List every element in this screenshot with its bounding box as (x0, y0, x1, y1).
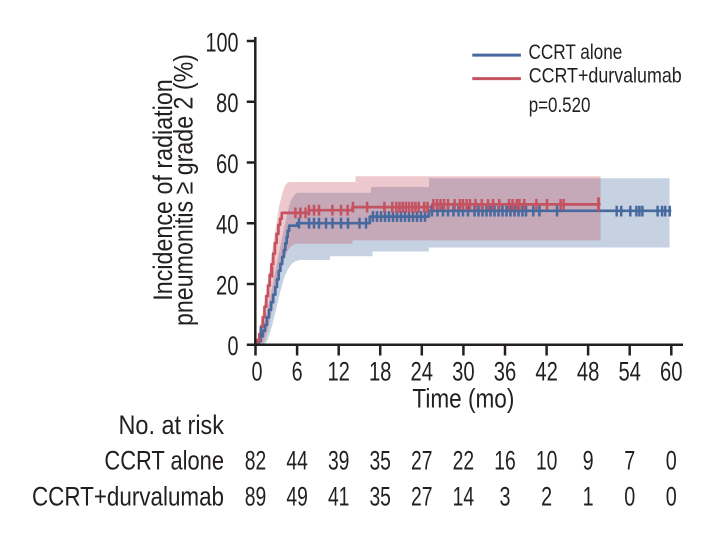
svg-text:82: 82 (245, 445, 267, 475)
svg-text:1: 1 (583, 482, 594, 512)
svg-text:44: 44 (286, 445, 308, 475)
svg-text:CCRT+durvalumab: CCRT+durvalumab (32, 482, 224, 512)
svg-text:Incidence of radiation: Incidence of radiation (148, 79, 178, 301)
svg-text:2: 2 (541, 482, 552, 512)
svg-text:40: 40 (216, 210, 239, 240)
svg-text:54: 54 (618, 356, 641, 386)
svg-text:0: 0 (228, 331, 239, 361)
svg-text:CCRT alone: CCRT alone (104, 445, 224, 475)
svg-text:Time (mo): Time (mo) (412, 384, 514, 414)
svg-text:10: 10 (536, 445, 558, 475)
svg-text:41: 41 (328, 482, 350, 512)
svg-text:100: 100 (206, 27, 239, 57)
svg-text:42: 42 (535, 356, 558, 386)
svg-text:3: 3 (500, 482, 511, 512)
svg-text:16: 16 (494, 445, 516, 475)
svg-text:14: 14 (453, 482, 475, 512)
svg-text:0: 0 (252, 356, 263, 386)
svg-text:6: 6 (292, 356, 303, 386)
svg-text:CCRT alone: CCRT alone (529, 41, 623, 64)
svg-text:24: 24 (411, 356, 434, 386)
svg-text:30: 30 (452, 356, 475, 386)
svg-text:49: 49 (286, 482, 308, 512)
svg-text:0: 0 (666, 445, 677, 475)
svg-text:35: 35 (369, 482, 391, 512)
svg-text:60: 60 (660, 356, 683, 386)
svg-text:80: 80 (216, 88, 239, 118)
svg-text:p=0.520: p=0.520 (529, 94, 591, 117)
svg-text:60: 60 (216, 149, 239, 179)
svg-text:35: 35 (369, 445, 391, 475)
svg-text:20: 20 (216, 270, 239, 300)
svg-text:9: 9 (583, 445, 594, 475)
svg-text:CCRT+durvalumab: CCRT+durvalumab (529, 64, 682, 87)
svg-text:39: 39 (328, 445, 350, 475)
svg-text:0: 0 (666, 482, 677, 512)
svg-text:No. at risk: No. at risk (119, 410, 225, 440)
svg-text:48: 48 (577, 356, 600, 386)
svg-text:18: 18 (369, 356, 392, 386)
svg-text:0: 0 (624, 482, 635, 512)
svg-text:12: 12 (327, 356, 350, 386)
svg-text:36: 36 (494, 356, 517, 386)
svg-text:22: 22 (453, 445, 475, 475)
svg-text:pneumonitis ≥ grade 2 (%): pneumonitis ≥ grade 2 (%) (169, 54, 199, 326)
svg-text:89: 89 (245, 482, 267, 512)
svg-text:7: 7 (624, 445, 635, 475)
svg-text:27: 27 (411, 482, 433, 512)
svg-text:27: 27 (411, 445, 433, 475)
